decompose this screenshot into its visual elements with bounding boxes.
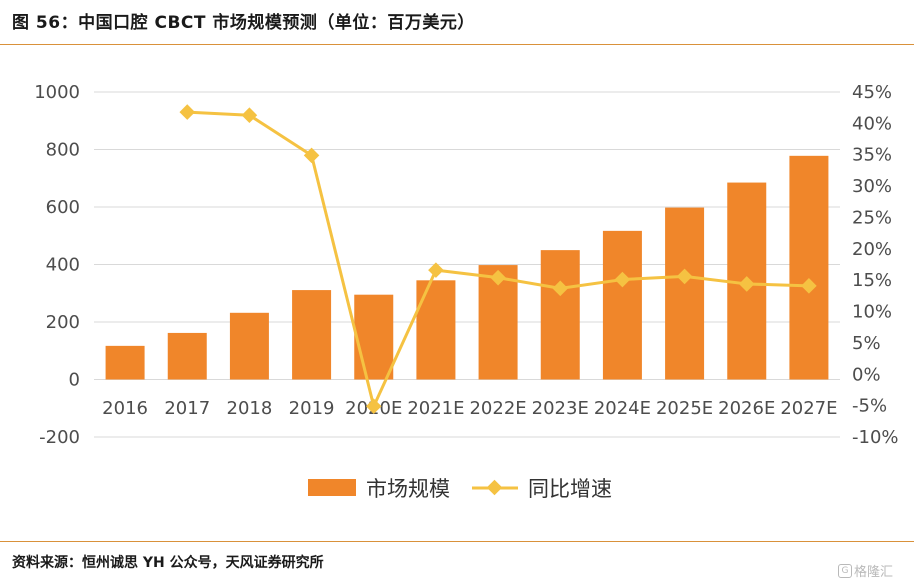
bar <box>354 294 394 380</box>
gridlines <box>94 91 840 438</box>
watermark-text: 格隆汇 <box>854 565 894 580</box>
watermark-logo-icon: G <box>838 563 852 578</box>
x-tick-label: 2024E <box>594 398 651 419</box>
bar <box>665 207 705 380</box>
right-axis-ticks: -10% -5% 0% 5% 10% 15% 20% 25% 30% 35% 40% 45% <box>852 82 899 448</box>
left-tick-label: 200 <box>46 312 80 333</box>
left-tick-label: 400 <box>46 255 80 276</box>
bar <box>602 230 642 380</box>
right-tick-label: 15% <box>852 270 892 291</box>
bar <box>540 250 580 380</box>
right-tick-label: 20% <box>852 239 892 260</box>
right-tick-label: 0% <box>852 364 881 385</box>
line-point <box>241 107 258 123</box>
watermark: G 格隆汇 <box>838 561 893 580</box>
legend-label-line: 同比增速 <box>528 477 612 501</box>
x-tick-label: 2021E <box>407 398 464 419</box>
right-tick-label: 35% <box>852 145 892 166</box>
bar <box>789 155 829 380</box>
right-tick-label: 5% <box>852 333 881 354</box>
line-point <box>179 104 196 120</box>
right-tick-label: 30% <box>852 176 892 197</box>
left-tick-label: 600 <box>46 197 80 218</box>
legend-swatch-bar <box>308 479 356 496</box>
left-tick-label: 0 <box>69 370 80 391</box>
bar-series <box>105 155 829 380</box>
title-divider <box>0 44 914 45</box>
right-tick-label: 45% <box>852 82 892 103</box>
legend: 市场规模 同比增速 <box>308 477 612 501</box>
right-tick-label: 10% <box>852 302 892 323</box>
left-tick-label: -200 <box>39 427 80 448</box>
bar <box>416 280 456 380</box>
x-tick-label: 2022E <box>469 398 526 419</box>
chart-title: 图 56：中国口腔 CBCT 市场规模预测（单位：百万美元） <box>12 13 475 33</box>
x-tick-label: 2018 <box>227 398 273 419</box>
left-tick-label: 800 <box>46 140 80 161</box>
line-point <box>303 147 320 164</box>
left-axis-ticks: -200 0 200 400 600 800 1000 <box>34 82 80 448</box>
legend-label-bar: 市场规模 <box>366 477 450 501</box>
left-tick-label: 1000 <box>34 82 80 103</box>
x-tick-label: 2019 <box>289 398 335 419</box>
source-note: 资料来源：恒州诚思 YH 公众号，天风证券研究所 <box>12 555 324 571</box>
x-tick-label: 2025E <box>656 398 713 419</box>
bar <box>167 332 207 380</box>
bar <box>292 290 332 380</box>
right-tick-label: 25% <box>852 207 892 228</box>
x-axis-ticks: 20162017201820192020E2021E2022E2023E2024… <box>102 398 837 419</box>
x-tick-label: 2016 <box>102 398 148 419</box>
x-tick-label: 2027E <box>780 398 837 419</box>
bar <box>229 312 269 380</box>
x-tick-label: 2017 <box>164 398 210 419</box>
right-tick-label: 40% <box>852 113 892 134</box>
footer-divider <box>0 541 914 542</box>
bar <box>105 345 145 380</box>
legend-swatch-marker <box>486 479 503 496</box>
x-tick-label: 2026E <box>718 398 775 419</box>
right-tick-label: -10% <box>852 427 899 448</box>
x-tick-label: 2023E <box>532 398 589 419</box>
right-tick-label: -5% <box>852 396 887 417</box>
